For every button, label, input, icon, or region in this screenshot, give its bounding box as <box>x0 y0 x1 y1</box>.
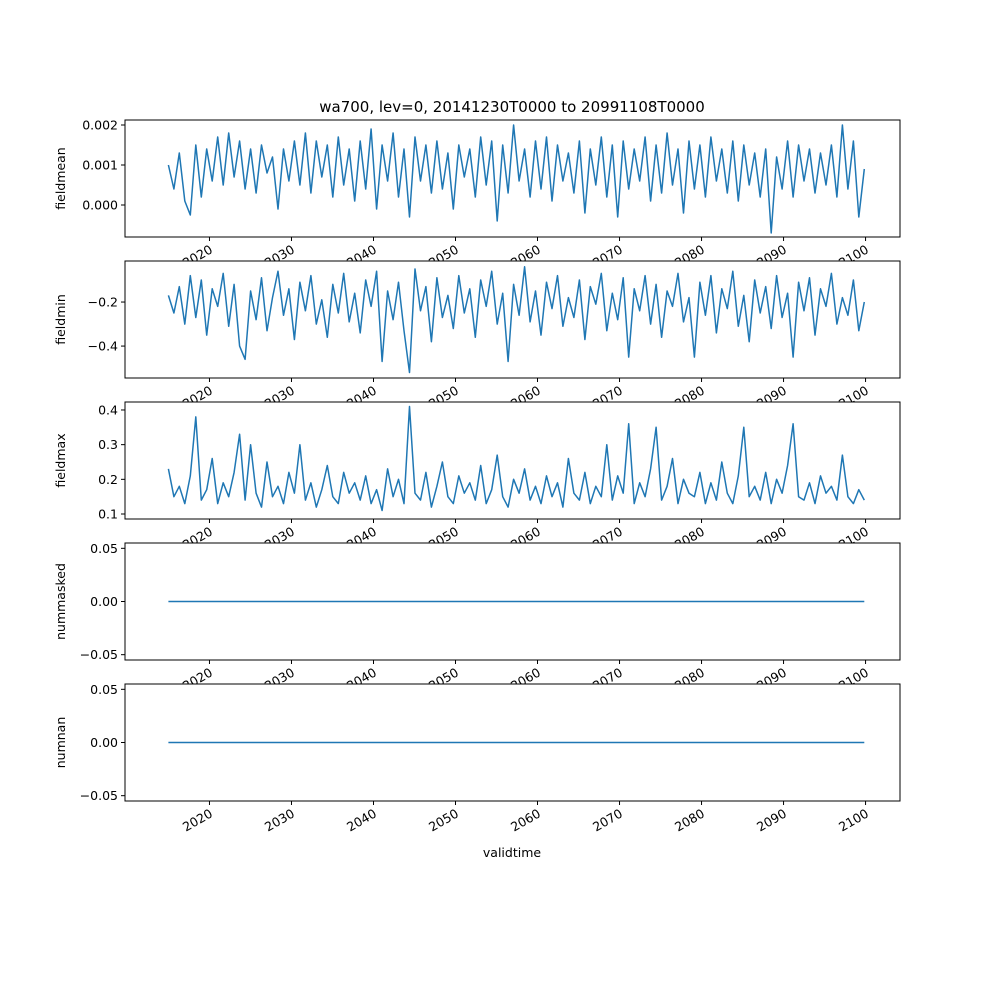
axes-frame <box>124 119 901 238</box>
y-tick-label: 0.3 <box>98 437 118 452</box>
series-line-fieldmin <box>167 266 866 374</box>
y-tick-label: 0.05 <box>90 682 118 697</box>
y-tick-label: −0.05 <box>80 647 118 662</box>
y-axis-label: numnan <box>53 717 68 769</box>
series-line-fieldmax <box>167 405 865 512</box>
y-axis-label: nummasked <box>53 563 68 640</box>
y-axis-label: fieldmax <box>53 433 68 487</box>
axes-frame <box>124 401 901 520</box>
axes-frame <box>124 260 901 379</box>
y-tick-label: −0.05 <box>80 788 118 803</box>
y-tick-label: −0.4 <box>88 339 118 354</box>
y-tick-label: 0.2 <box>98 472 118 487</box>
plot-area <box>125 261 900 378</box>
y-tick-label: 0.1 <box>98 507 118 522</box>
x-axis-label: validtime <box>483 845 541 860</box>
y-tick-label: 0.00 <box>90 594 118 609</box>
y-tick-label: 0.002 <box>82 118 118 133</box>
series-line-fieldmean <box>167 124 866 234</box>
y-tick-label: 0.05 <box>90 541 118 556</box>
y-tick-label: −0.2 <box>88 295 118 310</box>
y-axis-label: fieldmean <box>53 147 68 209</box>
y-tick-label: 0.4 <box>98 402 118 417</box>
chart-title: wa700, lev=0, 20141230T0000 to 20991108T… <box>319 98 705 116</box>
y-tick-label: 0.000 <box>82 198 118 213</box>
y-tick-label: 0.00 <box>90 735 118 750</box>
y-tick-label: 0.001 <box>82 158 118 173</box>
y-axis-label: fieldmin <box>53 294 68 345</box>
